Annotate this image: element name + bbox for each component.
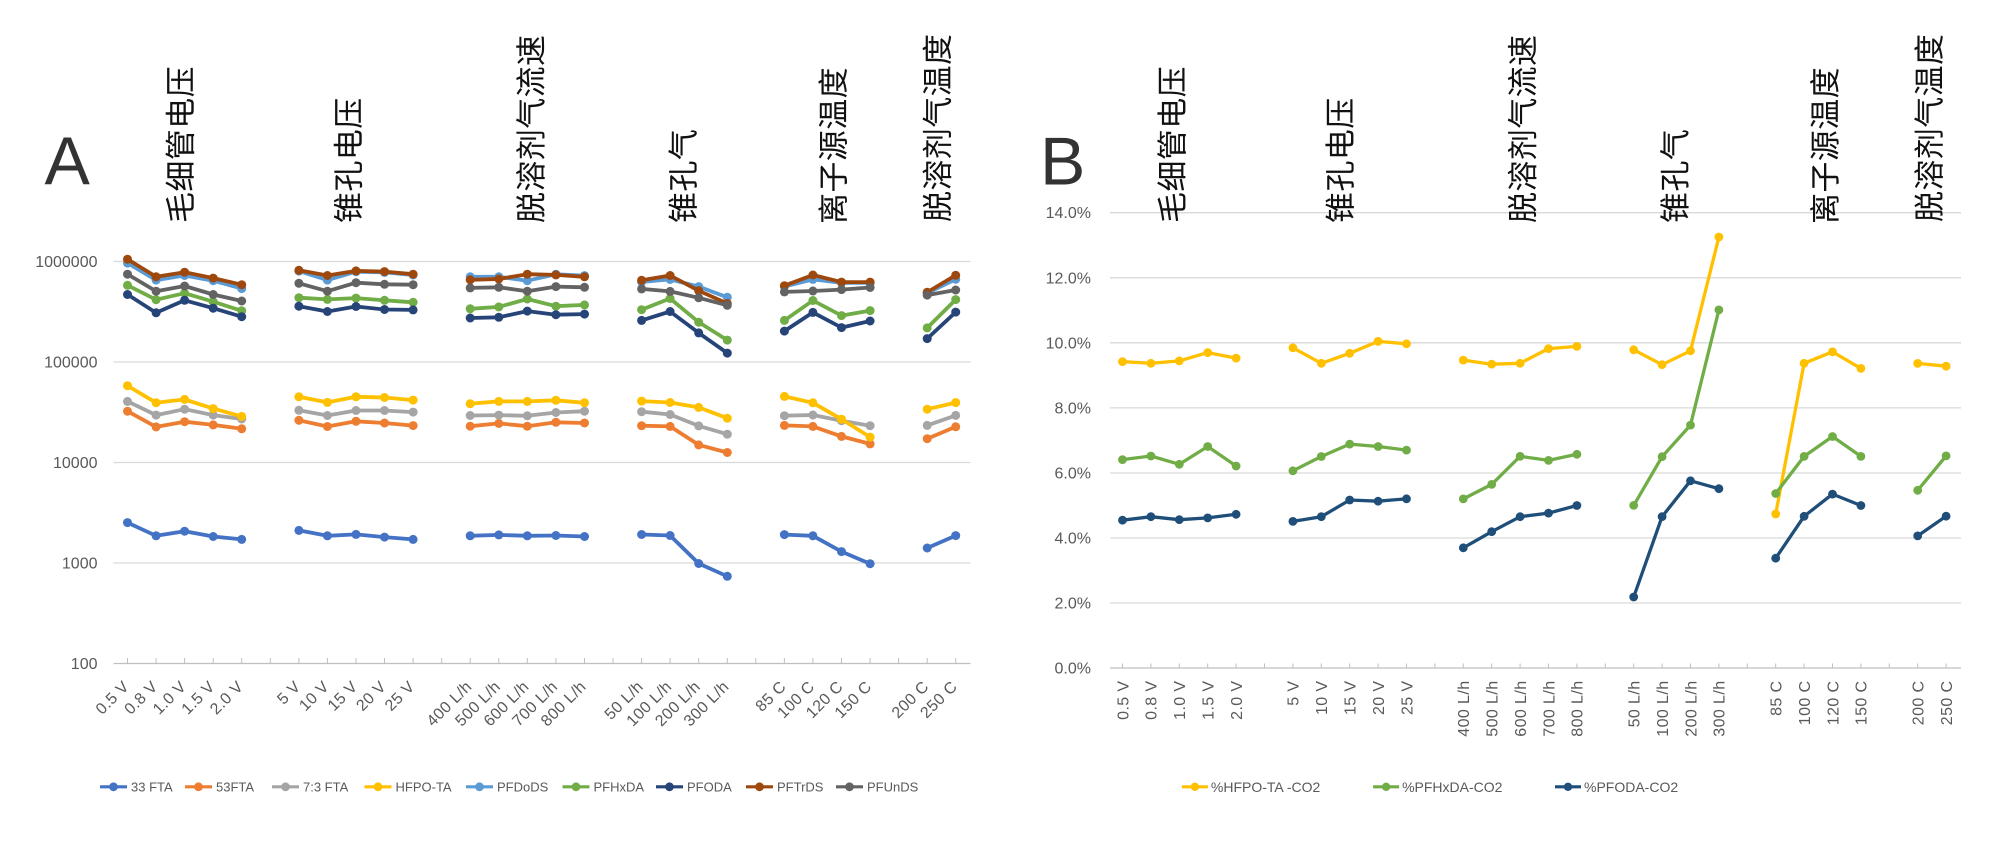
svg-text:PFODA: PFODA [687,780,732,795]
svg-text:%HFPO-TA -CO2: %HFPO-TA -CO2 [1211,779,1321,795]
svg-text:2.0 V: 2.0 V [1229,681,1246,720]
svg-text:7:3 FTA: 7:3 FTA [303,780,349,795]
svg-text:33 FTA: 33 FTA [131,780,173,795]
svg-text:100: 100 [71,656,98,673]
svg-text:300 L/h: 300 L/h [1712,681,1729,737]
svg-text:50 L/h: 50 L/h [1627,681,1644,728]
svg-text:200 C: 200 C [1911,681,1928,726]
svg-text:HFPO-TA: HFPO-TA [396,780,452,795]
svg-text:120 C: 120 C [1825,681,1842,726]
svg-text:0.8 V: 0.8 V [1144,681,1161,720]
svg-text:0.5 V: 0.5 V [1115,681,1132,720]
svg-text:15 V: 15 V [1343,681,1360,716]
svg-text:6.0%: 6.0% [1055,466,1091,483]
svg-text:2.0%: 2.0% [1055,596,1091,613]
svg-text:%PFODA-CO2: %PFODA-CO2 [1584,779,1678,795]
svg-text:12.0%: 12.0% [1046,270,1091,287]
svg-text:8.0%: 8.0% [1055,400,1091,417]
svg-text:400 L/h: 400 L/h [1456,681,1473,737]
svg-text:1000000: 1000000 [35,254,97,271]
svg-text:700 L/h: 700 L/h [1541,681,1558,737]
svg-text:100000: 100000 [44,355,97,372]
svg-text:%PFHxDA-CO2: %PFHxDA-CO2 [1402,779,1503,795]
svg-text:14.0%: 14.0% [1046,205,1091,222]
svg-text:53FTA: 53FTA [216,780,254,795]
svg-text:200 L/h: 200 L/h [1683,681,1700,737]
svg-text:0.0%: 0.0% [1055,661,1091,678]
svg-text:1000: 1000 [62,556,98,573]
svg-text:100 L/h: 100 L/h [1655,681,1672,737]
svg-text:PFDoDS: PFDoDS [497,780,549,795]
svg-text:PFHxDA: PFHxDA [594,780,645,795]
svg-text:B: B [1040,124,1085,200]
svg-text:500 L/h: 500 L/h [1485,681,1502,737]
svg-text:5 V: 5 V [1286,681,1303,706]
svg-text:10 V: 10 V [1314,681,1331,716]
svg-text:20 V: 20 V [1371,681,1388,716]
svg-text:PFTrDS: PFTrDS [777,780,824,795]
svg-text:1.5 V: 1.5 V [1201,681,1218,720]
svg-text:4.0%: 4.0% [1055,531,1091,548]
svg-text:1.0 V: 1.0 V [1172,681,1189,720]
svg-text:100 C: 100 C [1797,681,1814,726]
svg-text:85 C: 85 C [1769,681,1786,716]
svg-text:10000: 10000 [53,455,98,472]
svg-text:600 L/h: 600 L/h [1513,681,1530,737]
svg-text:800 L/h: 800 L/h [1570,681,1587,737]
svg-text:25 V: 25 V [1399,681,1416,716]
svg-text:150 C: 150 C [1854,681,1871,726]
svg-text:10.0%: 10.0% [1046,335,1091,352]
svg-text:A: A [45,123,91,199]
svg-text:PFUnDS: PFUnDS [867,780,919,795]
svg-text:250 C: 250 C [1939,681,1956,726]
